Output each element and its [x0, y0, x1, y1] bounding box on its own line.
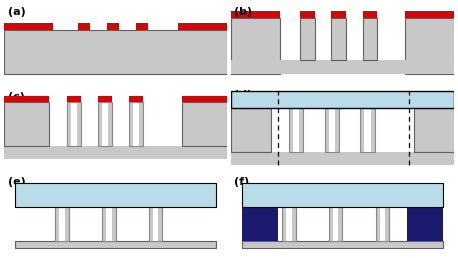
- Bar: [329, 207, 343, 241]
- Bar: [231, 60, 454, 74]
- Bar: [112, 207, 115, 241]
- Text: (a): (a): [7, 7, 25, 17]
- Bar: [231, 108, 271, 152]
- Bar: [300, 18, 315, 60]
- Bar: [325, 108, 339, 152]
- Bar: [385, 207, 389, 241]
- Bar: [362, 18, 377, 60]
- Bar: [231, 152, 454, 165]
- Bar: [98, 96, 112, 102]
- Bar: [129, 96, 143, 102]
- Bar: [102, 207, 115, 241]
- Bar: [325, 108, 329, 152]
- Bar: [362, 11, 377, 18]
- Bar: [289, 108, 293, 152]
- Text: (e): (e): [7, 177, 25, 187]
- Bar: [282, 207, 296, 241]
- Bar: [65, 207, 69, 241]
- Bar: [405, 18, 454, 74]
- Bar: [129, 102, 143, 146]
- Bar: [4, 96, 49, 102]
- Bar: [15, 183, 216, 207]
- Bar: [300, 108, 304, 152]
- Bar: [325, 108, 339, 152]
- Bar: [242, 183, 443, 207]
- Bar: [300, 11, 315, 18]
- Bar: [282, 207, 286, 241]
- Bar: [149, 207, 162, 241]
- Bar: [242, 207, 278, 241]
- Bar: [98, 102, 102, 146]
- Text: (b): (b): [234, 7, 252, 17]
- Bar: [331, 11, 346, 18]
- Bar: [136, 23, 148, 30]
- Bar: [4, 102, 49, 146]
- Bar: [329, 207, 343, 241]
- Bar: [66, 102, 81, 146]
- Bar: [405, 11, 454, 18]
- Bar: [360, 108, 364, 152]
- Bar: [4, 23, 53, 30]
- Bar: [182, 102, 227, 146]
- Bar: [371, 108, 375, 152]
- Bar: [376, 207, 389, 241]
- Bar: [4, 30, 227, 74]
- Bar: [360, 108, 375, 152]
- Bar: [376, 207, 380, 241]
- Bar: [289, 108, 304, 152]
- Bar: [78, 23, 90, 30]
- Bar: [289, 108, 304, 152]
- Text: (c): (c): [7, 92, 24, 102]
- Bar: [129, 102, 143, 146]
- Bar: [149, 207, 162, 241]
- Bar: [98, 102, 112, 146]
- Text: (d): (d): [234, 90, 252, 100]
- Bar: [66, 102, 81, 146]
- Bar: [55, 207, 69, 241]
- Bar: [331, 18, 346, 60]
- Bar: [139, 102, 143, 146]
- Bar: [98, 102, 112, 146]
- Bar: [55, 207, 60, 241]
- Bar: [329, 207, 333, 241]
- Bar: [55, 207, 69, 241]
- Bar: [231, 11, 280, 18]
- Bar: [149, 207, 153, 241]
- Bar: [129, 102, 133, 146]
- Bar: [407, 207, 443, 241]
- Bar: [292, 207, 296, 241]
- Bar: [15, 241, 216, 248]
- Bar: [102, 207, 115, 241]
- Bar: [107, 23, 119, 30]
- Bar: [178, 23, 227, 30]
- Bar: [108, 102, 112, 146]
- Bar: [4, 146, 227, 159]
- Bar: [360, 108, 375, 152]
- Bar: [102, 207, 106, 241]
- Bar: [66, 96, 81, 102]
- Bar: [376, 207, 389, 241]
- Bar: [231, 18, 280, 74]
- Bar: [182, 96, 227, 102]
- Bar: [158, 207, 162, 241]
- Bar: [242, 241, 443, 248]
- Bar: [282, 207, 296, 241]
- Bar: [338, 207, 343, 241]
- Bar: [414, 108, 454, 152]
- Bar: [335, 108, 339, 152]
- Bar: [231, 91, 454, 108]
- Bar: [66, 102, 71, 146]
- Text: (f): (f): [234, 177, 250, 187]
- Bar: [77, 102, 81, 146]
